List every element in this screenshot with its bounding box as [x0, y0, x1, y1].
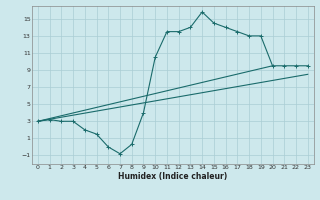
X-axis label: Humidex (Indice chaleur): Humidex (Indice chaleur) — [118, 172, 228, 181]
